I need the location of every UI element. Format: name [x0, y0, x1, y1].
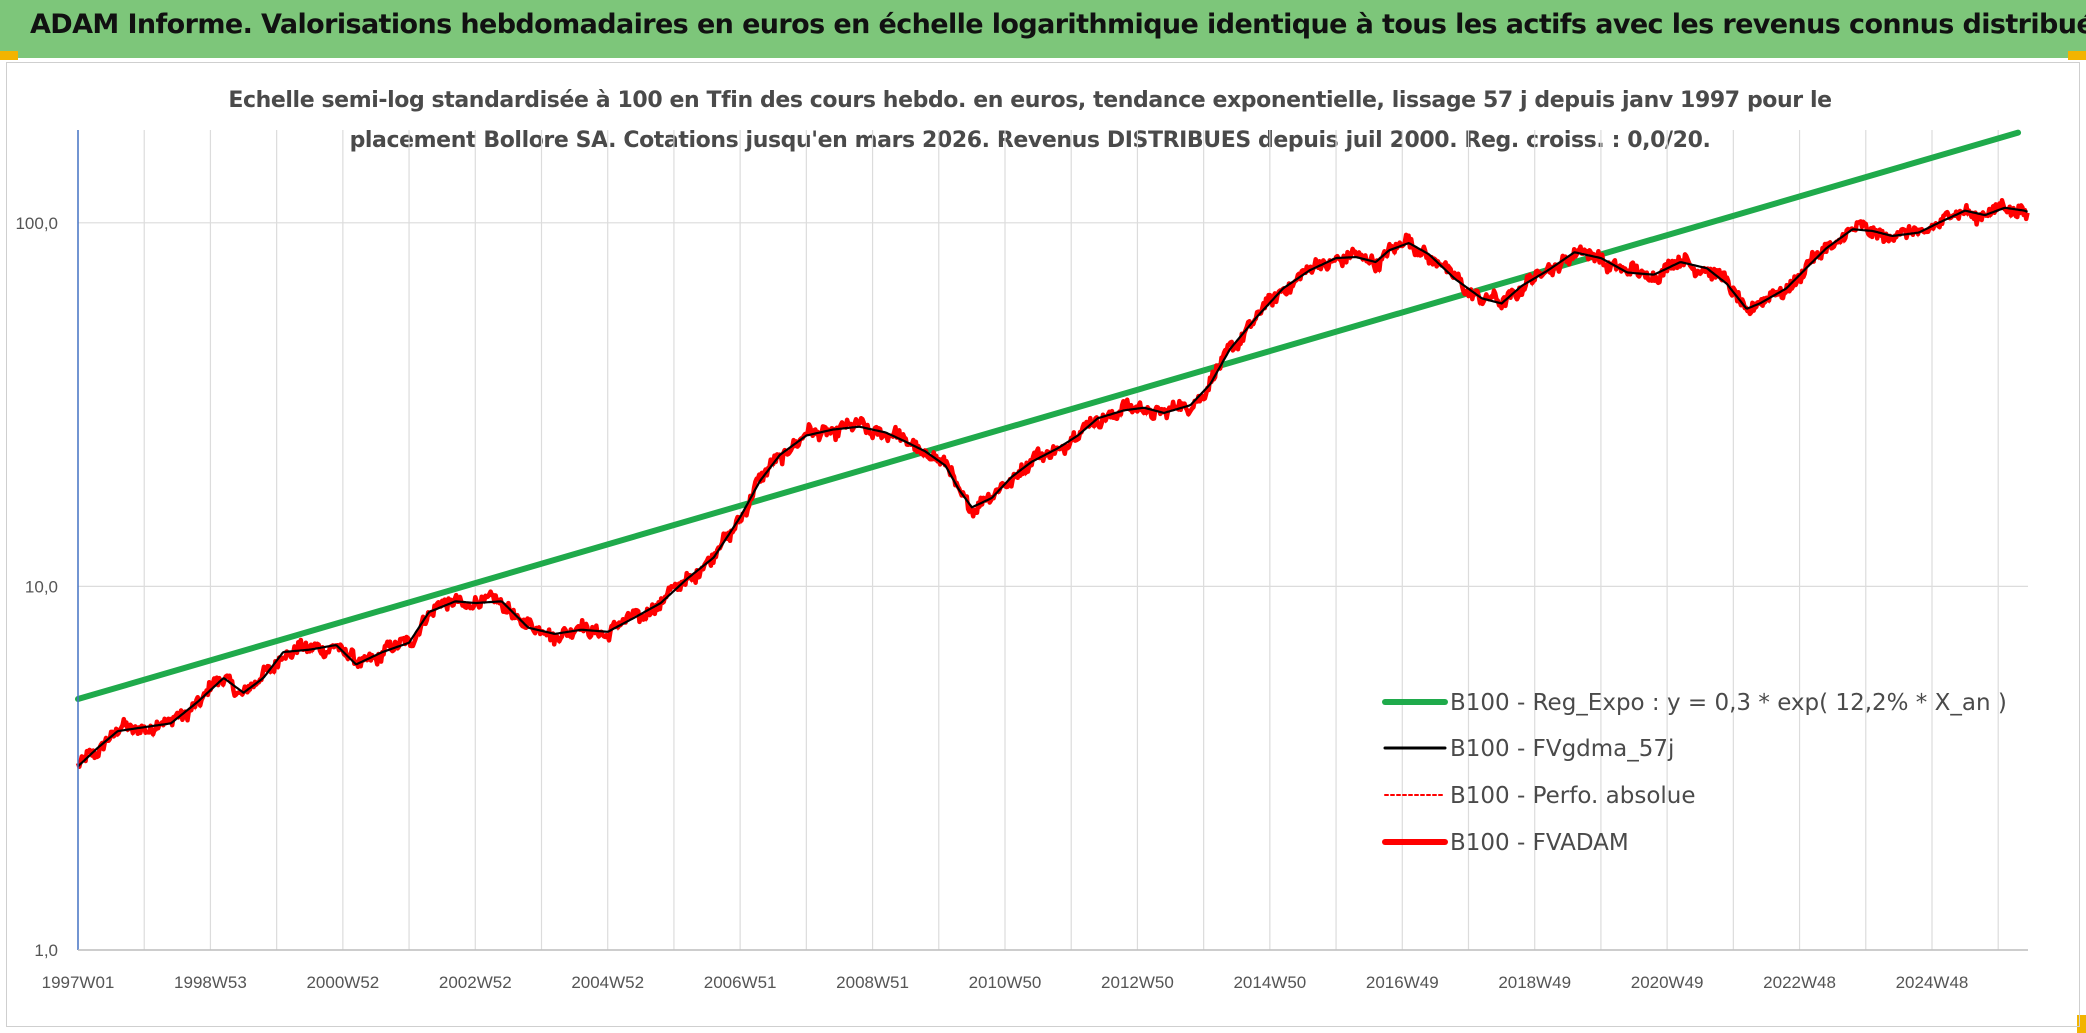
x-tick-label: 2008W51	[836, 973, 909, 992]
legend: B100 - Reg_Expo : y = 0,3 * exp( 12,2% *…	[1382, 690, 2007, 856]
legend-item-fvadam-label: B100 - FVADAM	[1450, 830, 1629, 856]
x-tick-label: 2004W52	[571, 973, 644, 992]
x-tick-label: 2006W51	[704, 973, 777, 992]
report-title: ADAM Informe. Valorisations hebdomadaire…	[30, 9, 2086, 40]
series-lines	[75, 129, 2030, 771]
chart-subtitle-line-1: Echelle semi-log standardisée à 100 en T…	[228, 88, 1832, 113]
legend-item-perfo-absolue-label: B100 - Perfo. absolue	[1450, 783, 1696, 809]
grid-lines	[78, 130, 2028, 951]
x-tick-label: 2022W48	[1763, 973, 1836, 992]
x-tick-label: 2010W50	[969, 973, 1042, 992]
chart-frame	[6, 62, 2080, 1027]
axes: 1,0 10,0 100,0 1997W01 1998W53 2000W52 2002W52…	[15, 130, 2028, 992]
y-tick-label: 10,0	[25, 577, 58, 596]
legend-item-fvgdma-label: B100 - FVgdma_57j	[1450, 736, 1674, 762]
series-line-fvgdma	[77, 206, 2028, 768]
corner-mark-bottom-right	[2077, 1015, 2086, 1033]
corner-mark-left	[0, 51, 18, 60]
x-tick-label: 2000W52	[306, 973, 379, 992]
y-tick-label: 1,0	[34, 941, 58, 960]
x-tick-label: 1997W01	[42, 973, 115, 992]
corner-mark-right	[2068, 51, 2086, 60]
series-line-trend	[75, 129, 2022, 703]
series-line-fvadam	[75, 197, 2030, 769]
x-tick-label: 2020W49	[1631, 973, 1704, 992]
x-tick-label: 2014W50	[1233, 973, 1306, 992]
x-tick-label: 2016W49	[1366, 973, 1439, 992]
x-tick-label: 2024W48	[1896, 973, 1969, 992]
x-tick-label: 2002W52	[439, 973, 512, 992]
legend-item-trend-label: B100 - Reg_Expo : y = 0,3 * exp( 12,2% *…	[1450, 690, 2007, 716]
y-tick-label: 100,0	[15, 214, 58, 233]
title-banner: ADAM Informe. Valorisations hebdomadaire…	[0, 0, 2086, 58]
x-tick-label: 2012W50	[1101, 973, 1174, 992]
x-tick-label: 1998W53	[174, 973, 247, 992]
chart-subtitle-line-2: placement Bollore SA. Cotations jusqu'en…	[349, 128, 1711, 153]
x-tick-label: 2018W49	[1498, 973, 1571, 992]
